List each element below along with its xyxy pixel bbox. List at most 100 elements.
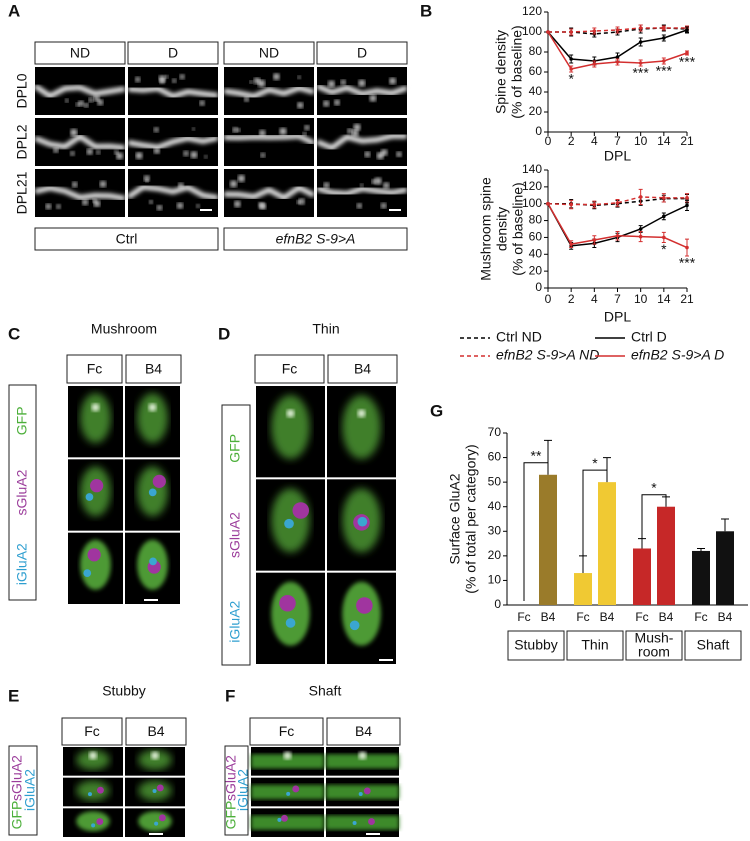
spine	[323, 100, 330, 107]
spine	[192, 127, 196, 131]
y-tick-label: 80	[529, 44, 543, 58]
spine	[65, 98, 69, 103]
point	[569, 30, 573, 34]
highlight	[286, 409, 295, 418]
dendrite	[223, 133, 316, 146]
spine	[199, 100, 205, 106]
spine	[179, 74, 185, 80]
point	[592, 62, 597, 66]
row-label: iGluA2	[227, 600, 243, 642]
spine	[190, 151, 198, 159]
spine	[364, 151, 371, 158]
dendrite	[127, 85, 219, 99]
legend-label: efnB2 S-9>A ND	[496, 347, 599, 363]
spine	[376, 152, 384, 160]
iglua2	[285, 618, 296, 628]
spine	[389, 77, 396, 85]
micrograph	[224, 118, 314, 166]
y-tick-label: 40	[529, 246, 543, 260]
y-tick-label: 40	[488, 499, 502, 513]
spine	[72, 181, 78, 188]
x-tick-label: 21	[680, 292, 694, 306]
spine	[92, 198, 97, 204]
group-label: Stubby	[514, 637, 558, 653]
x-tick-label: 2	[568, 134, 575, 148]
box-label: efnB2 S-9>A	[276, 231, 356, 247]
row-label: iGluA2	[22, 769, 38, 811]
shaft	[326, 815, 399, 830]
label-box	[34, 227, 219, 251]
spine	[359, 183, 364, 188]
spine-head	[137, 393, 168, 444]
spine	[83, 103, 89, 108]
row-label: DPL21	[14, 171, 30, 214]
bar	[598, 482, 616, 605]
row-label: sGluA2	[14, 469, 30, 515]
spine	[234, 200, 241, 208]
x-tick-label: B4	[541, 610, 556, 624]
side-box	[8, 384, 37, 601]
x-tick-label: 0	[545, 292, 552, 306]
shaft	[251, 815, 324, 830]
y-tick-label: 50	[488, 474, 502, 488]
spine	[70, 151, 75, 156]
significance: ***	[632, 65, 649, 81]
point	[638, 26, 643, 30]
significance: ***	[679, 255, 696, 271]
iglua2	[154, 821, 159, 826]
group-box	[684, 630, 742, 661]
point	[685, 196, 689, 200]
spine	[156, 205, 163, 211]
shaft	[251, 754, 324, 769]
dendrite	[316, 133, 408, 151]
side-box	[224, 745, 249, 836]
y-tick-label: 40	[529, 84, 543, 98]
spine	[244, 96, 250, 102]
y-axis-label: (% of baseline)	[509, 25, 525, 118]
significance: ***	[679, 54, 696, 70]
x-tick-label: B4	[718, 610, 733, 624]
spine	[323, 182, 330, 189]
spine	[236, 128, 241, 133]
box-label: Fc	[279, 723, 295, 739]
point	[569, 67, 573, 71]
spine	[149, 200, 153, 204]
iglua2	[91, 823, 96, 828]
spine-head	[76, 749, 110, 770]
dendrite	[223, 85, 315, 99]
y-tick-label: 140	[522, 162, 542, 176]
spine	[302, 132, 307, 136]
x-tick-label: 21	[680, 134, 694, 148]
label-box	[34, 41, 126, 65]
spine	[369, 94, 377, 102]
spine	[259, 130, 266, 137]
panel-letter: C	[8, 324, 20, 343]
sglua2	[90, 479, 104, 493]
spine	[279, 127, 287, 135]
iglua2	[152, 788, 157, 793]
iglua2	[149, 557, 157, 566]
dendrite	[33, 83, 126, 99]
spine	[297, 102, 304, 109]
x-tick-label: B4	[659, 610, 674, 624]
spine	[347, 128, 353, 134]
sglua2	[152, 474, 166, 488]
x-tick-label: 0	[545, 134, 552, 148]
sglua2	[292, 502, 310, 519]
significance: ***	[656, 63, 673, 79]
point	[546, 30, 550, 34]
point	[615, 201, 620, 205]
spine-head	[342, 581, 381, 646]
panel-letter: G	[430, 401, 443, 420]
iglua2	[357, 516, 368, 527]
y-tick-label: 60	[529, 64, 543, 78]
y-axis-label: (% of baseline)	[510, 182, 526, 275]
y-tick-label: 20	[488, 548, 502, 562]
spine	[196, 204, 200, 208]
spine	[260, 152, 266, 158]
point	[638, 195, 643, 199]
spine	[86, 148, 93, 155]
spine	[358, 79, 366, 87]
spine	[380, 202, 387, 209]
spine	[371, 179, 377, 184]
